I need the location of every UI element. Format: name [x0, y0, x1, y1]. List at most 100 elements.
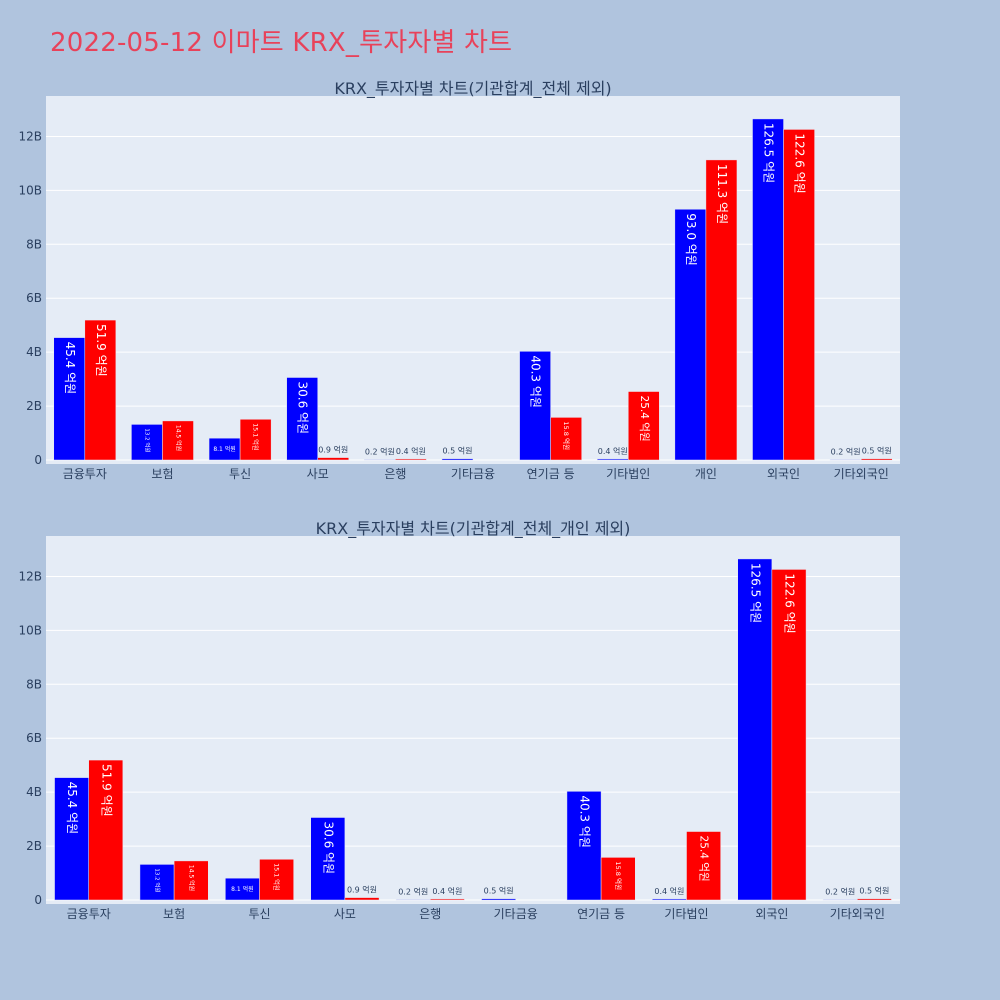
bar-data-label: 45.4 억원: [63, 342, 77, 395]
bar-data-label: 25.4 억원: [698, 836, 710, 882]
bar-data-label: 0.4 억원: [432, 886, 462, 896]
x-tick-label: 기타외국인: [830, 907, 885, 920]
bar: [84, 319, 117, 461]
x-tick-label: 사모: [334, 907, 356, 920]
bar: [822, 899, 858, 901]
bar-data-label: 15.1 억원: [252, 423, 261, 451]
bar: [441, 458, 474, 461]
bar-data-label: 25.4 억원: [638, 396, 650, 442]
bar-data-label: 30.6 억원: [321, 821, 335, 874]
bar-data-label: 51.9 억원: [94, 324, 108, 377]
y-tick-label: 8B: [26, 237, 42, 251]
bar-data-label: 0.5 억원: [442, 446, 472, 456]
chart-bottom: KRX_투자자별 차트(기관합계_전체_개인 제외) 0 2B 4B 6B 8B 10B 12…: [18, 519, 900, 920]
page-title: 2022-05-12 이마트 KRX_투자자별 차트: [50, 28, 513, 58]
y-tick-label: 6B: [26, 731, 42, 745]
bar: [596, 458, 629, 461]
bar-data-label: 15.1 억원: [273, 863, 282, 891]
x-tick-label: 사모: [307, 467, 329, 480]
bar: [705, 159, 738, 461]
y-tick-label: 6B: [26, 291, 42, 305]
bar-data-label: 111.3 억원: [715, 164, 729, 224]
bar: [600, 857, 636, 901]
bar: [286, 377, 318, 461]
bar-data-label: 15.8 억원: [562, 421, 571, 450]
bar-data-label: 122.6 억원: [793, 133, 807, 193]
x-tick-label: 개인: [695, 467, 717, 480]
bar-data-label: 14.5 억원: [174, 425, 182, 451]
x-tick-label: 보험: [163, 907, 185, 920]
x-tick-label: 기타금융: [494, 907, 538, 920]
y-tick-label: 10B: [18, 623, 42, 637]
bar-data-label: 0.4 억원: [396, 446, 426, 456]
bar: [628, 391, 660, 461]
bar-data-label: 0.4 억원: [598, 446, 628, 456]
bar: [652, 898, 687, 901]
bar: [259, 859, 294, 901]
bar: [139, 864, 175, 901]
bar-data-label: 122.6 억원: [782, 573, 796, 633]
bar: [550, 417, 582, 461]
bar-data-label: 126.5 억원: [762, 123, 776, 183]
bar: [364, 459, 396, 461]
x-tick-label: 기타법인: [664, 907, 708, 920]
bar: [173, 860, 209, 901]
bar-data-label: 13.2 억원: [154, 868, 162, 892]
chart-top: KRX_투자자별 차트(기관합계_전체 제외) 0 2B 4B 6B 8B 10B 12B 금융…: [18, 79, 900, 480]
bar: [131, 424, 163, 461]
x-tick-label: 은행: [419, 906, 441, 920]
bar-data-label: 126.5 억원: [748, 563, 762, 623]
bar: [860, 458, 893, 461]
bar: [88, 759, 124, 901]
x-tick-label: 기타외국인: [834, 467, 889, 480]
bar-data-label: 15.8 억원: [614, 861, 623, 890]
bar-data-label: 0.5 억원: [862, 446, 892, 456]
bar-data-label: 0.9 억원: [318, 445, 348, 455]
x-tick-label: 은행: [384, 466, 406, 480]
bar: [481, 898, 516, 901]
bar: [686, 831, 721, 901]
bar: [857, 898, 892, 901]
bar-data-label: 0.9 억원: [347, 885, 377, 895]
bar: [395, 899, 431, 901]
bar: [310, 817, 346, 901]
y-tick-label: 12B: [18, 569, 42, 583]
x-tick-label: 보험: [151, 467, 173, 480]
bar-data-label: 13.2 억원: [143, 428, 151, 452]
y-tick-label: 0: [34, 453, 42, 467]
bar: [54, 777, 89, 901]
chart-title: KRX_투자자별 차트(기관합계_전체_개인 제외): [316, 519, 631, 539]
bar: [737, 558, 773, 901]
bar-data-label: 0.2 억원: [365, 446, 395, 456]
x-tick-label: 외국인: [755, 907, 788, 920]
bar-data-label: 14.5 억원: [188, 865, 196, 891]
bar: [783, 129, 815, 461]
bar-data-label: 0.5 억원: [484, 886, 514, 896]
bar-data-label: 0.4 억원: [654, 886, 684, 896]
bar: [430, 898, 465, 901]
bar-data-label: 0.2 억원: [825, 886, 855, 896]
y-tick-label: 4B: [26, 785, 42, 799]
x-tick-label: 금융투자: [67, 907, 111, 920]
bar-data-label: 51.9 억원: [99, 764, 113, 817]
bar: [317, 457, 350, 461]
bar-data-label: 0.5 억원: [859, 886, 889, 896]
x-tick-label: 기타금융: [451, 467, 495, 480]
y-tick-label: 2B: [26, 399, 42, 413]
bar: [752, 118, 784, 461]
chart-title: KRX_투자자별 차트(기관합계_전체 제외): [334, 79, 611, 99]
bar-data-label: 40.3 억원: [529, 355, 543, 408]
x-tick-label: 금융투자: [63, 467, 107, 480]
y-tick-label: 12B: [18, 129, 42, 143]
y-tick-label: 8B: [26, 677, 42, 691]
x-tick-label: 투신: [229, 467, 251, 480]
bar: [674, 208, 707, 461]
bar: [344, 897, 380, 901]
bar: [771, 569, 807, 901]
bar: [162, 420, 194, 461]
bar-data-label: 45.4 억원: [65, 782, 79, 835]
x-tick-label: 연기금 등: [577, 907, 625, 920]
x-tick-label: 투신: [248, 907, 270, 920]
bar-data-label: 93.0 억원: [684, 213, 698, 266]
bar: [829, 459, 862, 461]
